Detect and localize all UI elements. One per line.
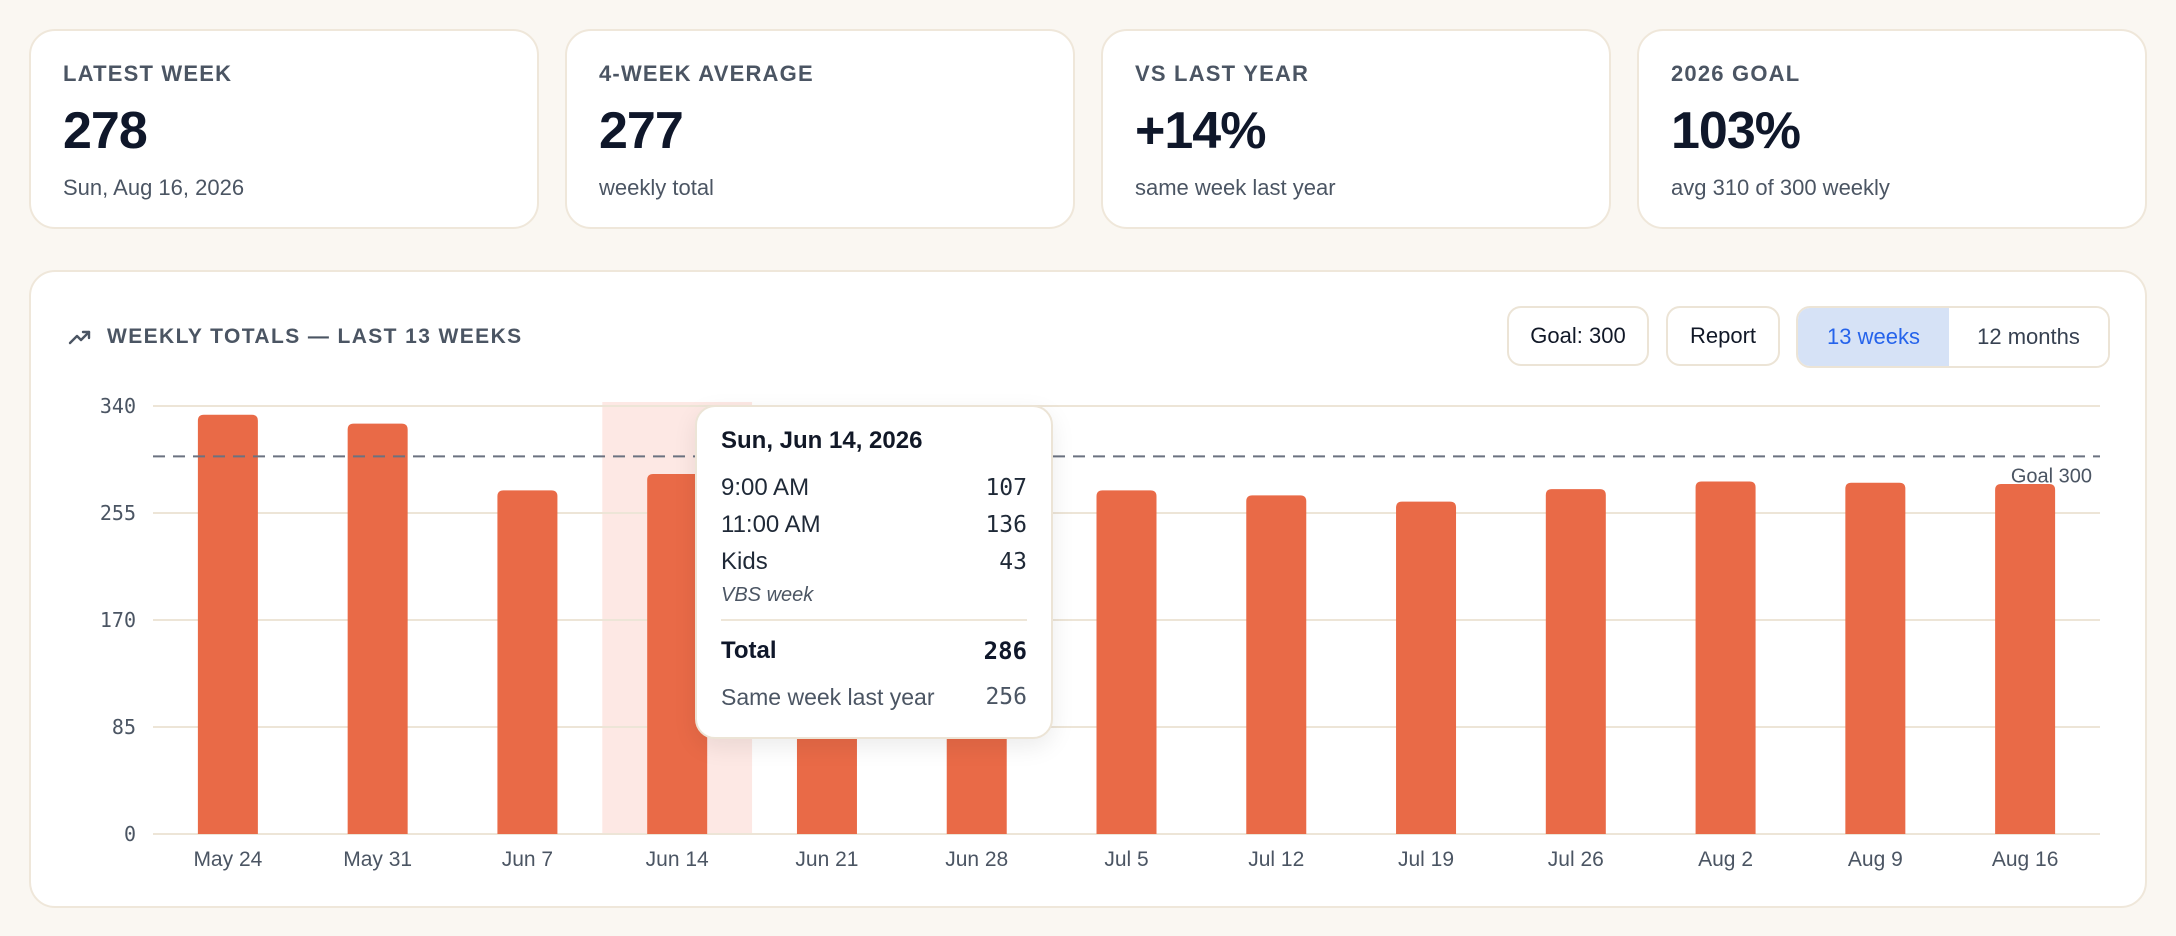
x-tick-label: Aug 9	[1848, 848, 1903, 871]
card-value: 278	[63, 102, 148, 160]
card-value: 103%	[1671, 102, 1801, 160]
bar	[1845, 482, 1906, 834]
x-tick-label: Jun 28	[945, 848, 1008, 871]
range-option-12-months[interactable]: 12 months	[1949, 308, 2108, 366]
bar	[1545, 489, 1606, 834]
card-label: VS LAST YEAR	[1135, 61, 1310, 86]
bar	[1246, 495, 1307, 834]
y-tick-label: 255	[100, 501, 136, 525]
x-tick-label: May 24	[193, 848, 262, 871]
card-label: LATEST WEEK	[63, 61, 233, 86]
card-value: 277	[599, 102, 684, 160]
goal-button[interactable]: Goal: 300	[1507, 306, 1649, 366]
card-vs-last-year: VS LAST YEAR +14% same week last year	[1101, 29, 1611, 229]
tooltip-total-value: 286	[983, 637, 1027, 665]
x-tick-label: Jul 5	[1104, 848, 1148, 871]
card-subtext: avg 310 of 300 weekly	[1671, 175, 1890, 200]
tooltip-last-year-label: Same week last year	[721, 683, 935, 710]
card-subtext: Sun, Aug 16, 2026	[63, 175, 245, 200]
card-label: 4-WEEK AVERAGE	[599, 61, 814, 86]
bar	[1995, 484, 2056, 834]
panel-title: WEEKLY TOTALS — LAST 13 WEEKS	[67, 324, 523, 350]
x-tick-label: Jun 21	[795, 848, 858, 871]
x-tick-label: May 31	[343, 848, 412, 871]
tooltip-row-value: 43	[999, 548, 1027, 575]
x-tick-label: Jun 14	[646, 848, 709, 871]
y-tick-label: 0	[124, 822, 136, 846]
bar	[347, 423, 408, 834]
y-tick-label: 170	[100, 608, 136, 632]
bar	[197, 414, 258, 834]
range-toggle: 13 weeks 12 months	[1796, 306, 2110, 368]
bar	[1396, 501, 1457, 834]
card-4-week-average: 4-WEEK AVERAGE 277 weekly total	[565, 29, 1075, 229]
tooltip-total: Total 286	[721, 631, 1027, 671]
y-tick-label: 85	[112, 715, 136, 739]
card-subtext: weekly total	[599, 175, 714, 200]
bar	[1096, 490, 1157, 834]
bar	[497, 490, 558, 834]
tooltip-row: 9:00 AM 107	[721, 469, 1027, 506]
card-label: 2026 GOAL	[1671, 61, 1801, 86]
tooltip-last-year: Same week last year 256	[721, 677, 1027, 717]
x-tick-label: Jul 19	[1398, 848, 1454, 871]
y-tick-label: 340	[100, 394, 136, 418]
tooltip-row-value: 107	[985, 474, 1027, 501]
weekly-totals-panel: 0 85 170 255 340 May 24 May 31 Jun 7 Jun 14 Jun 2…	[29, 270, 2147, 908]
x-tick-label: Aug 2	[1698, 848, 1753, 871]
bar	[647, 473, 708, 834]
bar-tooltip: Sun, Jun 14, 2026 9:00 AM 107 11:00 AM 1…	[695, 405, 1053, 739]
x-tick-label: Aug 16	[1992, 848, 2059, 871]
tooltip-total-label: Total	[721, 637, 777, 664]
trending-up-icon	[68, 330, 91, 345]
tooltip-row: 11:00 AM 136	[721, 506, 1027, 543]
range-option-13-weeks[interactable]: 13 weeks	[1798, 308, 1949, 366]
tooltip-row: Kids 43	[721, 543, 1027, 580]
report-button[interactable]: Report	[1666, 306, 1780, 366]
summary-cards: LATEST WEEK 278 Sun, Aug 16, 2026 4-WEEK…	[29, 29, 2147, 229]
card-goal: 2026 GOAL 103% avg 310 of 300 weekly	[1637, 29, 2147, 229]
tooltip-row-value: 136	[985, 511, 1027, 538]
bar	[1695, 481, 1756, 834]
x-tick-label: Jul 26	[1548, 848, 1604, 871]
x-tick-label: Jun 7	[502, 848, 553, 871]
card-value: +14%	[1135, 102, 1266, 160]
card-latest-week: LATEST WEEK 278 Sun, Aug 16, 2026	[29, 29, 539, 229]
tooltip-note: VBS week	[721, 584, 1027, 621]
tooltip-last-year-value: 256	[985, 684, 1027, 710]
goal-line-label: Goal 300	[2011, 465, 2092, 487]
x-tick-label: Jul 12	[1248, 848, 1304, 871]
card-subtext: same week last year	[1135, 175, 1336, 200]
tooltip-row-label: Kids	[721, 547, 768, 575]
tooltip-row-label: 11:00 AM	[721, 510, 821, 538]
panel-title-text: WEEKLY TOTALS — LAST 13 WEEKS	[107, 325, 523, 348]
tooltip-row-label: 9:00 AM	[721, 473, 810, 501]
tooltip-date: Sun, Jun 14, 2026	[721, 427, 923, 454]
